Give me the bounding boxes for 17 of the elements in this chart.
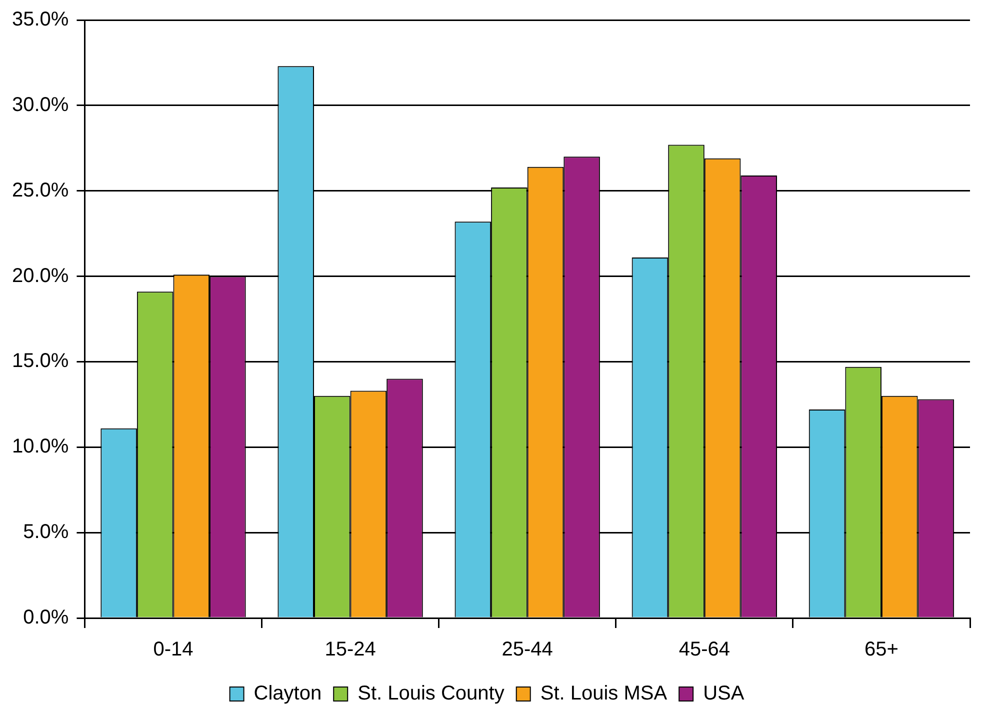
x-tick-label: 0-14 (153, 638, 194, 661)
y-tick-label: 0.0% (23, 606, 69, 629)
legend-label: USA (703, 682, 745, 705)
legend-label: St. Louis MSA (540, 682, 668, 705)
y-tick-label: 5.0% (23, 521, 69, 544)
y-tick-label: 20.0% (12, 264, 69, 287)
y-tick-label: 30.0% (12, 94, 69, 116)
x-tick-label: 45-64 (678, 638, 730, 661)
x-tick-label: 15-24 (324, 638, 376, 661)
y-tick-label: 15.0% (12, 350, 69, 372)
y-tick-label: 25.0% (12, 179, 69, 202)
x-tick-label: 25-44 (502, 638, 553, 661)
y-tick-label: 10.0% (12, 436, 69, 458)
legend-label: Clayton (254, 682, 322, 705)
x-tick-label: 65+ (864, 638, 898, 661)
y-tick-label: 35.0% (12, 8, 69, 31)
legend-label: St. Louis County (358, 682, 504, 705)
